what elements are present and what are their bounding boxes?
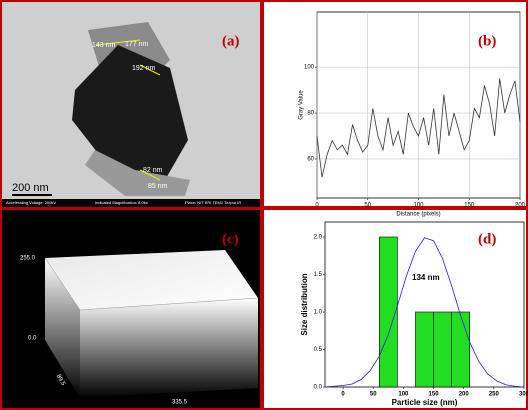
y-tick-label: 1.5 (314, 272, 323, 278)
x-tick-label: 250 (489, 392, 500, 398)
x-axis-label: Distance (pixels) (396, 212, 440, 218)
x-tick-label: 50 (370, 392, 377, 398)
x-tick-label: 150 (464, 203, 475, 209)
measurement: 143 nm (92, 42, 116, 49)
x-axis-label: Particle size (nm) (392, 398, 458, 407)
axis-label: 335.5 (172, 400, 188, 406)
scale-bar-label: 200 nm (12, 182, 49, 194)
x-tick-label: 200 (459, 392, 470, 398)
measurement: 82 nm (143, 167, 163, 174)
y-tick-label: 100 (304, 65, 315, 71)
y-tick-label: 80 (307, 111, 314, 117)
footer-text: Indicated Magnification: 8.0kx (95, 200, 148, 205)
histogram-bar (415, 312, 433, 387)
scale-bar (12, 194, 52, 196)
panel-label: (a) (222, 33, 240, 49)
y-tick-label: 1.0 (314, 310, 323, 316)
histogram-bar (434, 312, 452, 387)
x-tick-label: 100 (413, 203, 424, 209)
y-axis-label: Size distribution (300, 273, 309, 335)
z-label: 0.0 (28, 336, 37, 342)
x-tick-label: 200 (515, 203, 526, 209)
histogram-bar (379, 237, 397, 387)
y-tick-label: 60 (307, 157, 314, 163)
footer-text: Place: NIT ERI TEM1 Tezpur IR (185, 200, 241, 205)
panel-label: (d) (478, 231, 496, 247)
measurement: 85 nm (148, 183, 168, 190)
measurement: 192 nm (132, 65, 156, 72)
z-label: 255.0 (20, 256, 36, 262)
y-tick-label: 2.0 (314, 235, 323, 241)
surface-plot (45, 250, 258, 398)
panel-label: (b) (478, 33, 496, 49)
x-tick-label: 100 (398, 392, 409, 398)
annotation: 134 nm (412, 273, 440, 282)
histogram-bar (452, 312, 470, 387)
x-tick-label: 300 (519, 392, 528, 398)
figure: 143 nm 177 nm 192 nm 82 nm 85 nm 200 nm … (0, 0, 528, 410)
measurement: 177 nm (125, 41, 149, 48)
x-tick-label: 150 (429, 392, 440, 398)
y-tick-label: 0.0 (314, 385, 323, 391)
footer-text: Accelerating Voltage: 200kV (6, 200, 56, 205)
panel-label: (c) (222, 231, 239, 247)
y-tick-label: 0.5 (314, 347, 323, 353)
x-tick-label: 50 (364, 203, 371, 209)
y-axis-label: Gray Value (299, 90, 305, 120)
